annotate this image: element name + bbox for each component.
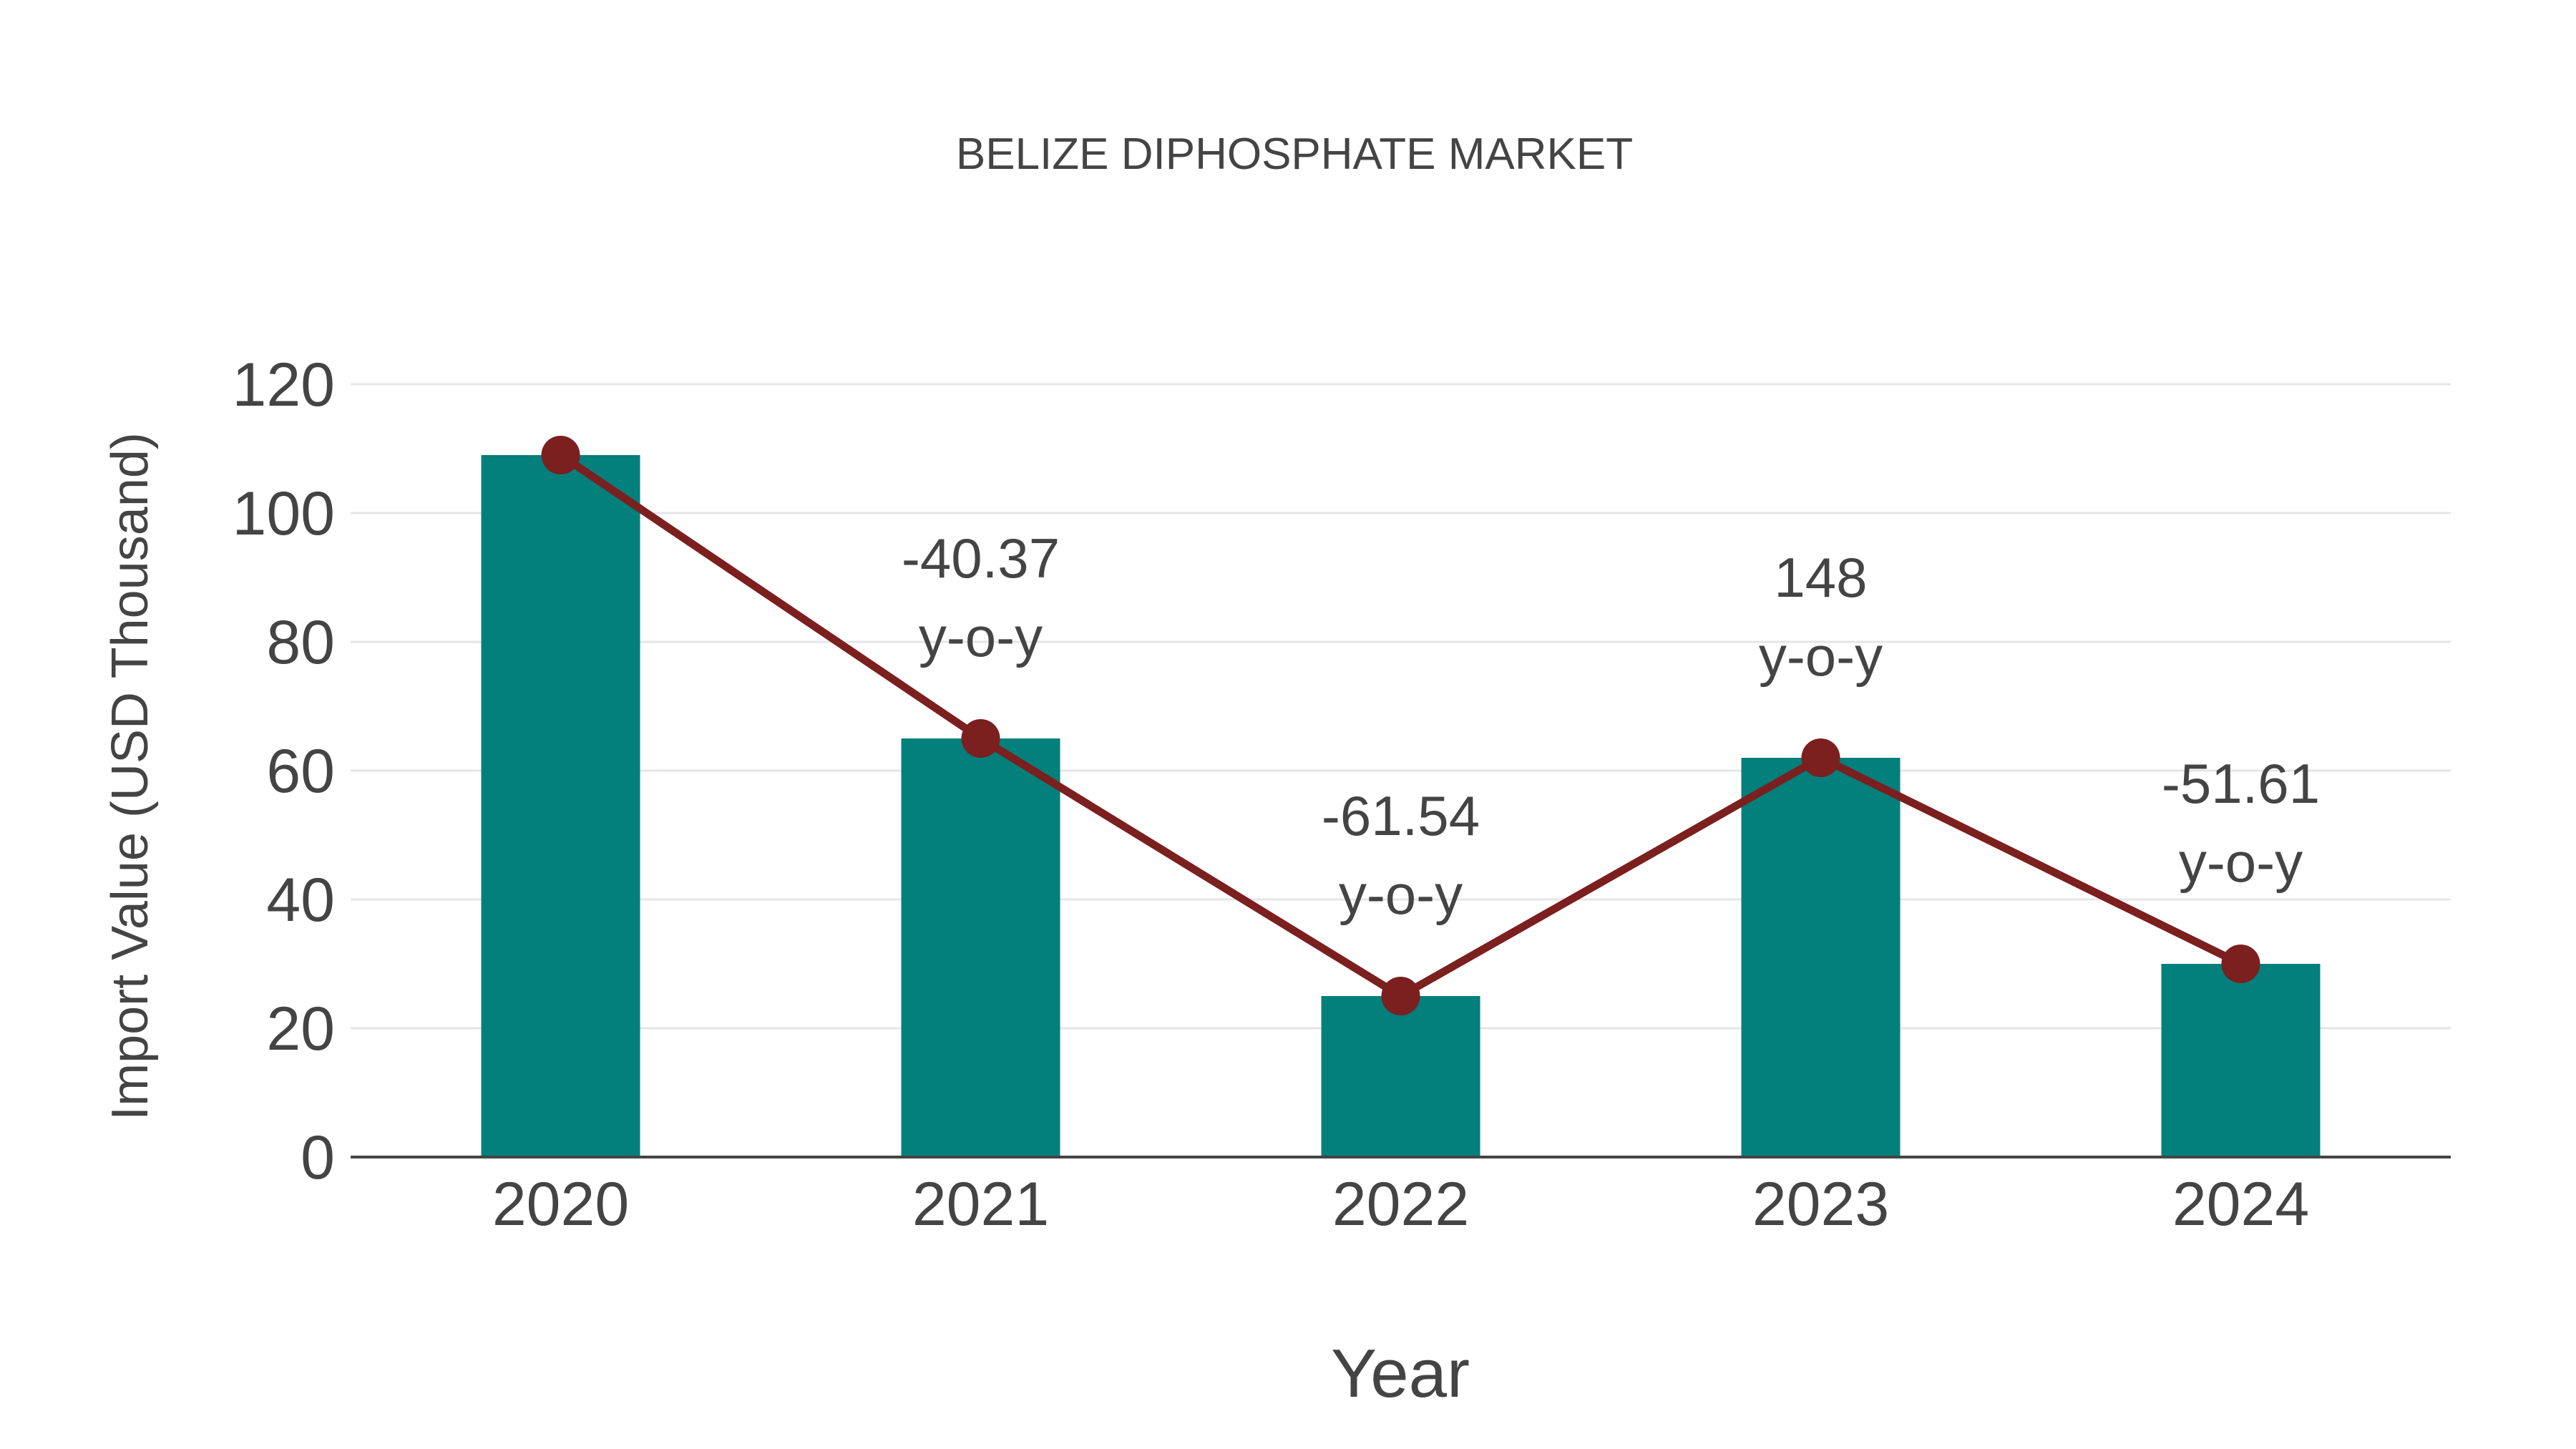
- trend-marker: [961, 719, 1000, 758]
- x-tick-label: 2020: [492, 1170, 629, 1239]
- yoy-annotation-label: y-o-y: [1339, 863, 1463, 926]
- y-tick-label: 80: [266, 608, 335, 677]
- bar-2024: [2161, 964, 2321, 1157]
- chart-title: BELIZE DIPHOSPHATE MARKET: [955, 130, 1634, 179]
- x-tick-label: 2021: [912, 1170, 1049, 1239]
- yoy-annotation-value: -51.61: [2162, 752, 2320, 815]
- y-tick-label: 20: [266, 995, 335, 1063]
- x-tick-label: 2022: [1332, 1170, 1469, 1239]
- y-tick-label: 60: [266, 737, 335, 806]
- trend-marker: [1801, 738, 1840, 777]
- x-axis-label: Year: [1331, 1335, 1470, 1412]
- bar-2022: [1321, 996, 1480, 1157]
- bar-2020: [481, 455, 640, 1157]
- yoy-annotation-label: y-o-y: [1759, 625, 1883, 688]
- y-tick-label: 0: [301, 1123, 335, 1192]
- x-tick-label: 2023: [1752, 1170, 1889, 1239]
- y-tick-label: 100: [233, 479, 336, 548]
- yoy-annotation-label: y-o-y: [2179, 831, 2303, 894]
- yoy-annotation-value: 148: [1774, 546, 1867, 609]
- yoy-annotation-value: -40.37: [902, 527, 1060, 590]
- yoy-annotation-label: y-o-y: [919, 605, 1043, 668]
- trend-marker: [2221, 945, 2260, 983]
- y-tick-label: 40: [266, 866, 335, 935]
- bar-2021: [901, 738, 1060, 1157]
- trend-marker: [1381, 977, 1420, 1015]
- x-tick-label: 2024: [2172, 1170, 2309, 1239]
- yoy-annotation-value: -61.54: [1322, 784, 1480, 847]
- y-tick-label: 120: [233, 351, 336, 419]
- bar-2023: [1741, 758, 1901, 1157]
- trend-marker: [541, 436, 580, 474]
